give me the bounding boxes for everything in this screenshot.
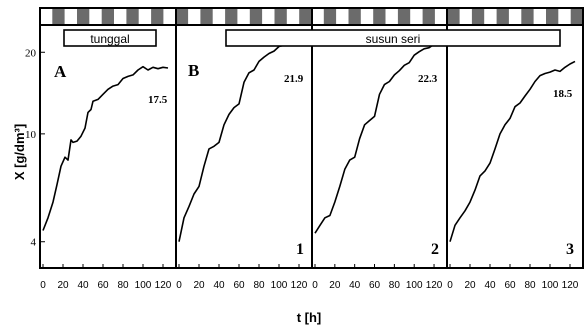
series-layer bbox=[42, 38, 576, 242]
y-tick-label: 20 bbox=[25, 47, 37, 59]
x-tick-label: 120 bbox=[426, 280, 443, 291]
x-tick-label: 20 bbox=[464, 280, 476, 291]
single-label-box bbox=[63, 29, 157, 47]
x-tick-label: 100 bbox=[542, 280, 559, 291]
final-value-label-3: 18.5 bbox=[553, 88, 573, 100]
dark-period-segment bbox=[101, 8, 114, 25]
series-label: susun seri bbox=[366, 32, 421, 46]
x-tick-label: 40 bbox=[484, 280, 496, 291]
final-value-label-2: 22.3 bbox=[418, 73, 438, 85]
x-tick-label: 120 bbox=[155, 280, 172, 291]
dark-period-segment bbox=[521, 8, 534, 25]
x-tick-label: 60 bbox=[97, 280, 109, 291]
x-tick-label: 40 bbox=[213, 280, 225, 291]
series-label-box bbox=[225, 29, 561, 47]
dark-period-segment bbox=[471, 8, 485, 25]
x-tick-label: 80 bbox=[117, 280, 129, 291]
dark-period-segment bbox=[175, 8, 189, 25]
x-tick-label: 100 bbox=[406, 280, 423, 291]
x-tick-label: 40 bbox=[349, 280, 361, 291]
growth-curve-panel-1 bbox=[42, 65, 169, 231]
ticks-layer: 0 20 40 60 80 100 120 0 20 40 60 80 100 120 0 20 40 60 80 1… bbox=[25, 47, 579, 291]
x-axis-label: t [h] bbox=[297, 310, 322, 325]
dark-period-segment bbox=[546, 8, 559, 25]
dark-period-segment bbox=[151, 8, 164, 25]
x-tick-label: 100 bbox=[135, 280, 152, 291]
x-tick-label: 0 bbox=[447, 280, 453, 291]
x-tick-label: 0 bbox=[312, 280, 318, 291]
x-tick-label: 20 bbox=[57, 280, 69, 291]
x-tick-label: 0 bbox=[176, 280, 182, 291]
dark-period-segment bbox=[447, 8, 460, 25]
x-tick-label: 120 bbox=[291, 280, 308, 291]
x-tick-label: 20 bbox=[193, 280, 205, 291]
x-tick-label: 20 bbox=[329, 280, 341, 291]
x-tick-label: 60 bbox=[504, 280, 516, 291]
dark-period-segment bbox=[373, 8, 386, 25]
dark-period-segment bbox=[496, 8, 509, 25]
x-tick-label: 80 bbox=[389, 280, 401, 291]
dark-period-segment bbox=[77, 8, 90, 25]
panel-number-1: 1 bbox=[296, 241, 304, 258]
dark-period-segment bbox=[200, 8, 213, 25]
panel-frames bbox=[39, 7, 584, 269]
x-tick-label: 60 bbox=[369, 280, 381, 291]
dark-period-segment bbox=[249, 8, 263, 25]
x-tick-label: 0 bbox=[40, 280, 46, 291]
dark-period-segment bbox=[348, 8, 361, 25]
dark-period-segment bbox=[126, 8, 139, 25]
final-value-label-1: 21.9 bbox=[284, 73, 304, 85]
growth-curve-panel-4 bbox=[449, 60, 576, 242]
dark-period-segment bbox=[422, 8, 435, 25]
panel-number-2: 2 bbox=[431, 241, 439, 258]
dark-period-segment bbox=[225, 8, 238, 25]
dark-period-segment bbox=[570, 8, 583, 25]
y-axis-label: X [g/dm³] bbox=[12, 124, 27, 180]
x-tick-label: 80 bbox=[524, 280, 536, 291]
x-tick-label: 40 bbox=[77, 280, 89, 291]
panel-number-3: 3 bbox=[566, 241, 574, 258]
dark-period-segment bbox=[52, 8, 65, 25]
y-tick-label: 4 bbox=[31, 237, 37, 249]
x-tick-label: 80 bbox=[253, 280, 265, 291]
x-tick-label: 60 bbox=[233, 280, 245, 291]
x-tick-label: 120 bbox=[562, 280, 579, 291]
dark-period-segment bbox=[323, 8, 337, 25]
y-tick-label: 10 bbox=[25, 129, 37, 141]
single-label: tunggal bbox=[90, 32, 129, 46]
panel-letter-a: A bbox=[54, 62, 67, 81]
dark-period-segment bbox=[397, 8, 411, 25]
dark-period-segment bbox=[274, 8, 287, 25]
panel-letter-b: B bbox=[188, 61, 199, 80]
dark-period-segment bbox=[299, 8, 312, 25]
x-tick-label: 100 bbox=[271, 280, 288, 291]
growth-curve-panel-3 bbox=[314, 38, 440, 234]
final-value-label-a: 17.5 bbox=[148, 94, 168, 106]
